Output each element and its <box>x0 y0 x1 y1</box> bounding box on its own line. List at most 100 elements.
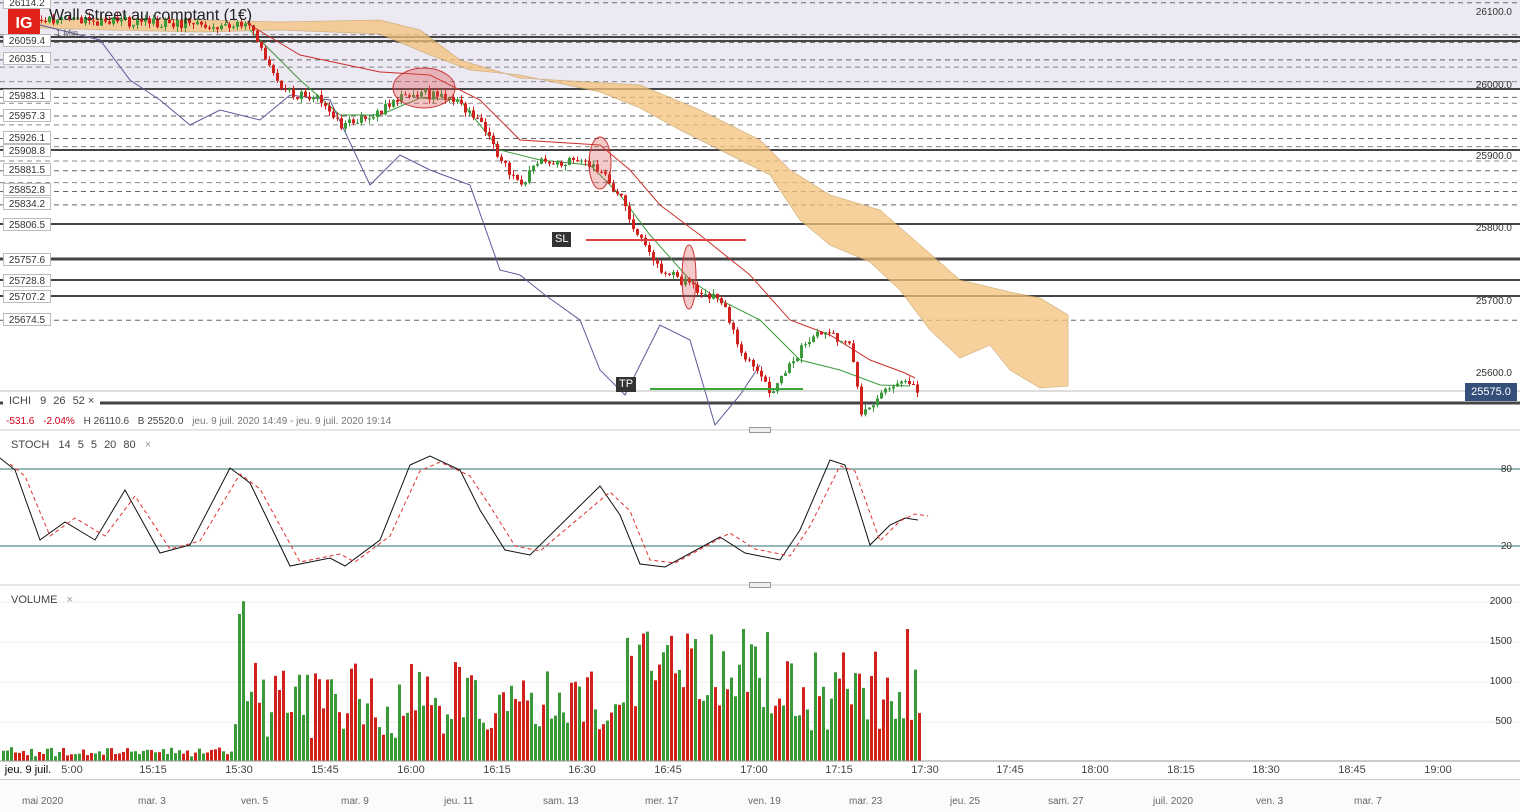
price-level-label[interactable]: 25728.8 <box>3 274 51 287</box>
navigator-bar[interactable] <box>0 779 1520 812</box>
price-level-label[interactable]: 26035.1 <box>3 52 51 65</box>
price-level-label[interactable]: 25806.5 <box>3 218 51 231</box>
volume-bar <box>774 705 777 761</box>
candle-body <box>480 117 483 122</box>
candle-body <box>408 95 411 97</box>
price-level-label[interactable]: 25926.1 <box>3 131 51 144</box>
candle-body <box>644 237 647 246</box>
candle-body <box>668 273 671 275</box>
volume-bar <box>618 704 621 761</box>
volume-bar <box>426 676 429 761</box>
volume-bar <box>878 728 881 761</box>
candle-body <box>572 157 575 161</box>
candle-body <box>88 16 91 21</box>
volume-bar <box>482 722 485 761</box>
candle-body <box>476 117 479 119</box>
volume-indicator-tag[interactable]: VOLUME × <box>11 594 73 606</box>
candle-body <box>684 278 687 285</box>
navigator-date-label: juil. 2020 <box>1153 796 1194 807</box>
volume-bar <box>722 651 725 761</box>
price-level-label[interactable]: 25834.2 <box>3 197 51 210</box>
ichimoku-indicator-tag[interactable]: ICHI 9 26 52 × <box>3 394 101 408</box>
volume-bar <box>766 632 769 761</box>
price-level-label[interactable]: 25852.8 <box>3 183 51 196</box>
candle-body <box>792 361 795 364</box>
price-level-label[interactable]: 26059.4 <box>3 34 51 47</box>
time-axis-label: jeu. 9 juil. <box>4 764 52 776</box>
candle-body <box>440 93 443 97</box>
volume-bar <box>38 752 41 761</box>
timeframe-label[interactable]: 1 Min <box>56 28 79 38</box>
close-icon[interactable]: × <box>66 594 73 606</box>
volume-bar <box>850 704 853 761</box>
candle-body <box>676 272 679 277</box>
candle-body <box>640 234 643 238</box>
volume-bar <box>534 723 537 761</box>
stoch-indicator-tag[interactable]: STOCH 14 5 5 20 80 × <box>11 439 151 451</box>
volume-bar <box>802 687 805 761</box>
price-level-label[interactable]: 25674.5 <box>3 313 51 326</box>
volume-bar <box>234 724 237 761</box>
volume-bar <box>50 747 53 761</box>
price-level-label[interactable]: 25983.1 <box>3 89 51 102</box>
price-level-label[interactable]: 25757.6 <box>3 253 51 266</box>
price-level-label[interactable]: 25957.3 <box>3 109 51 122</box>
panel-resize-handle[interactable] <box>749 582 771 588</box>
candle-body <box>388 103 391 107</box>
candle-body <box>488 132 491 136</box>
price-level-label[interactable]: 25707.2 <box>3 290 51 303</box>
candle-body <box>860 386 863 415</box>
volume-bar <box>682 687 685 761</box>
price-level-label[interactable]: 26114.2 <box>3 0 51 9</box>
candle-body <box>704 293 707 295</box>
close-icon[interactable]: × <box>144 439 152 451</box>
candle-body <box>444 93 447 100</box>
volume-bar <box>454 662 457 761</box>
candle-body <box>148 18 151 24</box>
candle-body <box>868 407 871 410</box>
highlight-ellipse <box>392 67 456 109</box>
volume-bar <box>166 753 169 761</box>
panel-resize-handle[interactable] <box>749 427 771 433</box>
candle-body <box>504 161 507 163</box>
price-axis-label: 25600.0 <box>1475 368 1512 379</box>
volume-bar <box>882 699 885 761</box>
candle-body <box>756 366 759 371</box>
price-level-label[interactable]: 25908.8 <box>3 144 51 157</box>
volume-bar <box>206 752 209 761</box>
price-level-label[interactable]: 25881.5 <box>3 163 51 176</box>
take-profit-label[interactable]: TP <box>616 377 637 392</box>
candle-body <box>516 174 519 180</box>
volume-bar <box>770 713 773 761</box>
candle-body <box>496 143 499 157</box>
candle-body <box>796 358 799 362</box>
navigator-date-label: ven. 5 <box>241 796 269 807</box>
volume-bar <box>158 752 161 761</box>
shaded-zone <box>0 0 1520 89</box>
price-axis-label: 25800.0 <box>1475 223 1512 234</box>
bid-value: B 25520.0 <box>137 416 184 427</box>
volume-bar <box>602 724 605 761</box>
stop-loss-label[interactable]: SL <box>552 232 572 247</box>
candle-body <box>272 65 275 74</box>
volume-bar <box>314 673 317 761</box>
volume-bar <box>258 702 261 761</box>
candle-body <box>760 370 763 377</box>
stoch-param: 5 <box>90 439 97 451</box>
volume-bar <box>562 712 565 761</box>
volume-bar <box>706 695 709 761</box>
candle-body <box>716 293 719 299</box>
candle-body <box>448 97 451 100</box>
ichimoku-label: ICHI <box>9 395 31 407</box>
volume-bar <box>830 698 833 761</box>
volume-bar <box>390 733 393 761</box>
volume-bar <box>730 677 733 761</box>
volume-bar <box>146 749 149 761</box>
candle-body <box>352 119 355 124</box>
volume-bar <box>670 635 673 761</box>
candle-body <box>744 352 747 360</box>
volume-bar <box>510 685 513 761</box>
navigator-date-label: ven. 19 <box>748 796 781 807</box>
close-icon[interactable]: × <box>87 395 95 407</box>
